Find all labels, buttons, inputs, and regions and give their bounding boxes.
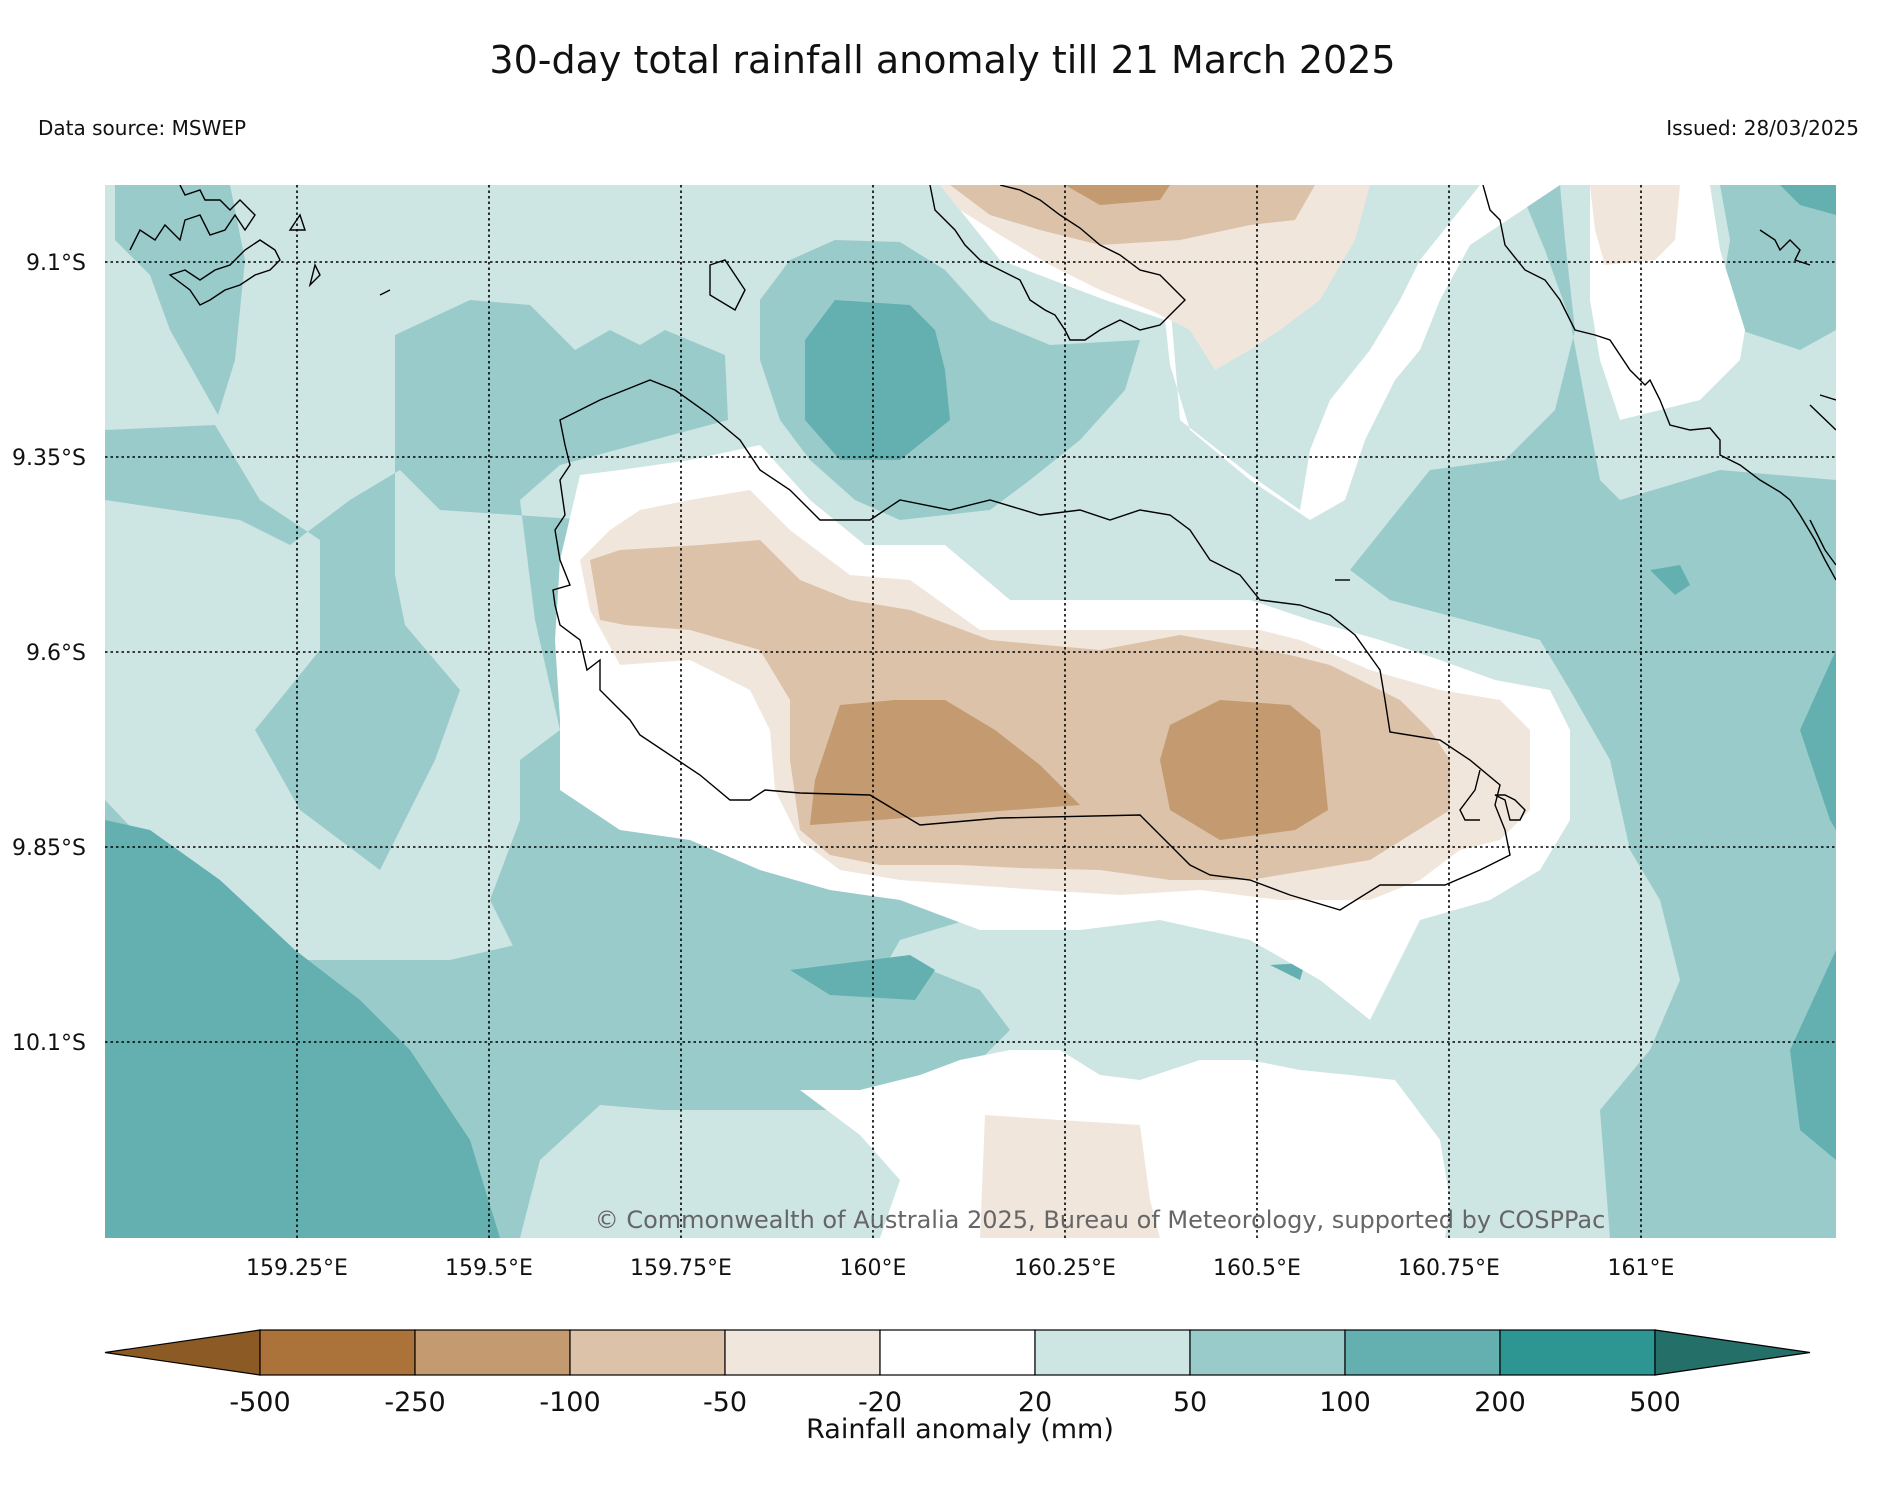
contour-band-minus250-minus100 [1065,185,1170,205]
contour-band-100-200 [1790,650,1836,1160]
colorbar-tick-label: 20 [1018,1387,1052,1418]
colorbar-title: Rainfall anomaly (mm) [806,1414,1114,1445]
colorbar-tick-label: 50 [1173,1387,1207,1418]
colorbar-tick-label: 200 [1474,1387,1526,1418]
colorbar-segment [259,1329,416,1376]
colorbar-tick-label: -250 [384,1387,445,1418]
lon-label: 160.75°E [1398,1256,1500,1281]
contour-band-100-200 [790,955,935,1000]
lat-label: 9.35°S [12,446,86,471]
contour-band-100-200 [1270,963,1305,980]
data-source-label: Data source: MSWEP [38,116,247,140]
coastline [129,185,1836,911]
contour-band-50-100 [115,185,245,415]
lat-label: 9.1°S [26,251,86,276]
lon-label: 160.25°E [1014,1256,1116,1281]
lon-label: 160°E [840,1256,907,1281]
colorbar-tick-label: -20 [858,1387,902,1418]
graticule [105,185,1836,1238]
colorbar-segment [1499,1329,1656,1376]
colorbar-segment [1189,1329,1346,1376]
contour-band-100-200 [105,820,500,1238]
colorbar-tick-label: -50 [703,1387,747,1418]
colorbar: -500 -250 -100 -50 -20 20 50 100 200 500 [104,1329,1811,1418]
contour-band-minus250-minus100 [810,700,1080,825]
contour-band-100-200 [1650,565,1690,595]
contour-band-minus100-minus50 [950,185,1315,245]
contour-band-minus50-minus20 [1590,185,1680,265]
copyright-text: © Commonwealth of Australia 2025, Bureau… [595,1206,1606,1234]
colorbar-segment [414,1329,571,1376]
colorbar-tick-label: -500 [229,1387,290,1418]
colorbar-tick-label: 500 [1629,1387,1681,1418]
colorbar-tick-label: 100 [1319,1387,1371,1418]
colorbar-extend-high [1654,1329,1811,1376]
colorbar-extend-low [104,1329,261,1376]
lon-label: 159.5°E [445,1256,533,1281]
issued-date-label: Issued: 28/03/2025 [1666,116,1859,140]
colorbar-segment [1344,1329,1501,1376]
contour-band-50-100 [1350,185,1836,1238]
lon-label: 160.5°E [1213,1256,1301,1281]
contour-band-100-200 [805,300,950,460]
lon-label: 159.25°E [246,1256,348,1281]
lat-label: 9.6°S [26,641,86,666]
contour-band-100-200 [1780,185,1836,215]
map-area [105,185,1836,1238]
colorbar-tick-label: -100 [539,1387,600,1418]
lon-label: 159.75°E [630,1256,732,1281]
colorbar-segment [879,1329,1036,1376]
lat-label: 9.85°S [12,836,86,861]
colorbar-segment [1034,1329,1191,1376]
lon-label: 161°E [1608,1256,1675,1281]
colorbar-segment [724,1329,881,1376]
map-title: 30-day total rainfall anomaly till 21 Ma… [489,38,1396,82]
lat-label: 10.1°S [12,1031,86,1056]
contour-band-minus250-minus100 [1160,700,1328,840]
contour-band-minus50-minus20 [980,1115,1160,1238]
colorbar-segment [569,1329,726,1376]
